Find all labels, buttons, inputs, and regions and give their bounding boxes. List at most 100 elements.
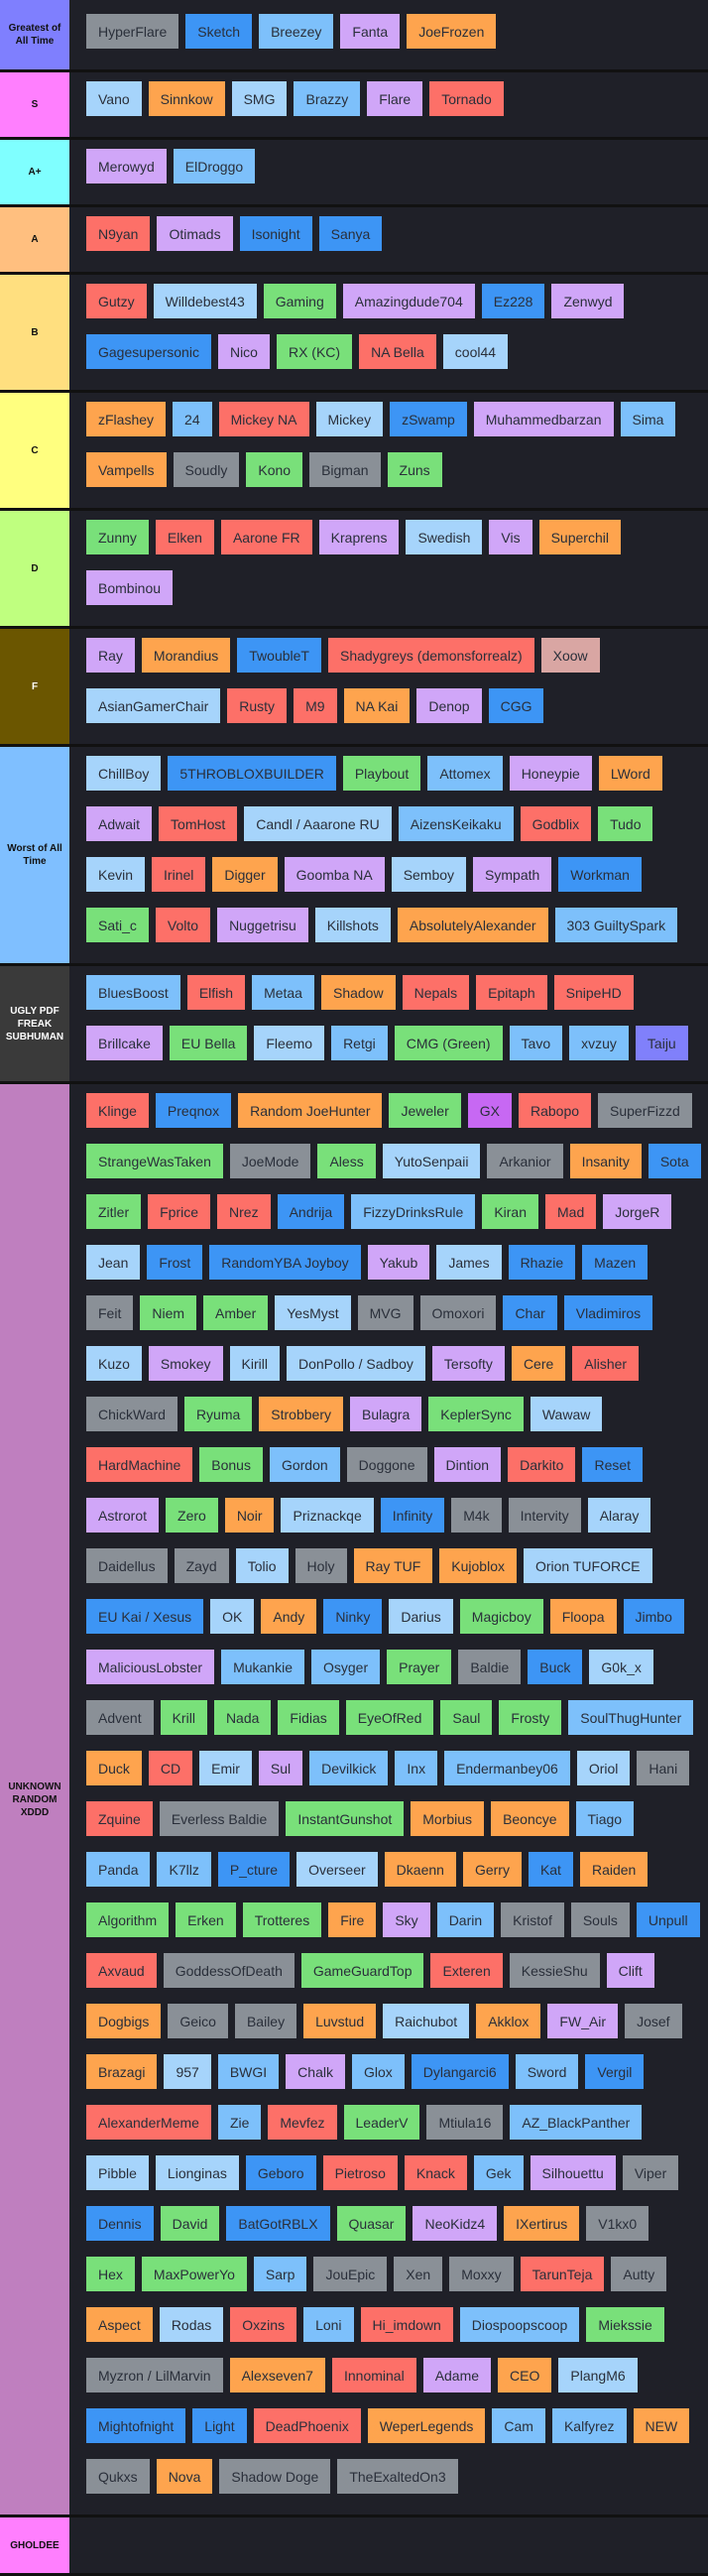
tier-item-card[interactable]: Knack bbox=[404, 2155, 467, 2190]
tier-item-card[interactable]: Sanya bbox=[318, 216, 383, 251]
tier-item-card[interactable]: Irinel bbox=[152, 857, 206, 892]
tier-item-card[interactable]: Viper bbox=[622, 2155, 679, 2190]
tier-item-card[interactable]: xvzuy bbox=[569, 1026, 629, 1060]
tier-item-card[interactable]: AizensKeikaku bbox=[398, 806, 514, 841]
tier-item-card[interactable]: Orion TUFORCE bbox=[523, 1548, 652, 1583]
tier-item-card[interactable]: Char bbox=[503, 1295, 557, 1330]
tier-item-card[interactable]: Rhazie bbox=[508, 1245, 576, 1280]
tier-item-card[interactable]: Random JoeHunter bbox=[238, 1093, 383, 1128]
tier-item-card[interactable]: Gerry bbox=[462, 1852, 522, 1887]
tier-item-card[interactable]: 303 GuiltySpark bbox=[554, 908, 678, 942]
tier-item-card[interactable]: Sinnkow bbox=[148, 81, 225, 116]
tier-item-card[interactable]: Sarp bbox=[253, 2257, 307, 2291]
tier-item-card[interactable]: Wawaw bbox=[530, 1397, 603, 1431]
tier-item-card[interactable]: CD bbox=[148, 1751, 193, 1785]
tier-item-card[interactable]: Emir bbox=[199, 1751, 252, 1785]
tier-item-card[interactable]: Sul bbox=[258, 1751, 303, 1785]
tier-item-card[interactable]: Dylangarci6 bbox=[411, 2054, 509, 2089]
tier-item-card[interactable]: Dintion bbox=[433, 1447, 502, 1482]
tier-item-card[interactable]: Xen bbox=[394, 2257, 443, 2291]
tier-item-card[interactable]: Sketch bbox=[185, 14, 253, 49]
tier-item-card[interactable]: Amber bbox=[203, 1295, 269, 1330]
tier-item-card[interactable]: Mazen bbox=[582, 1245, 649, 1280]
tier-item-card[interactable]: Magicboy bbox=[459, 1599, 543, 1634]
tier-item-card[interactable]: Panda bbox=[86, 1852, 151, 1887]
tier-items-dropzone[interactable]: zFlashey 24 Mickey NA Mickey zSwamp Muhammedb… bbox=[69, 393, 708, 508]
tier-item-card[interactable]: Erken bbox=[176, 1902, 236, 1937]
tier-item-card[interactable]: Ryuma bbox=[183, 1397, 253, 1431]
tier-item-card[interactable]: Soudly bbox=[173, 452, 240, 487]
tier-item-card[interactable]: Josef bbox=[625, 2004, 682, 2038]
tier-item-card[interactable]: Raiden bbox=[579, 1852, 649, 1887]
tier-item-card[interactable]: NA Bella bbox=[359, 334, 436, 369]
tier-item-card[interactable]: YesMyst bbox=[275, 1295, 351, 1330]
tier-item-card[interactable]: Baldie bbox=[458, 1650, 522, 1684]
tier-item-card[interactable]: MaxPowerYo bbox=[141, 2257, 247, 2291]
tier-item-card[interactable]: Oxzins bbox=[230, 2307, 297, 2342]
tier-item-card[interactable]: Qukxs bbox=[86, 2459, 150, 2494]
tier-item-card[interactable]: Vergil bbox=[585, 2054, 645, 2089]
tier-item-card[interactable]: N9yan bbox=[86, 216, 151, 251]
tier-label[interactable]: S bbox=[0, 72, 69, 137]
tier-item-card[interactable]: Godblix bbox=[520, 806, 592, 841]
tier-item-card[interactable]: V1kx0 bbox=[586, 2206, 649, 2241]
tier-item-card[interactable]: Killshots bbox=[314, 908, 391, 942]
tier-item-card[interactable]: JoeFrozen bbox=[407, 14, 497, 49]
tier-item-card[interactable]: Endermanbey06 bbox=[444, 1751, 570, 1785]
tier-item-card[interactable]: DonPollo / Sadboy bbox=[286, 1346, 425, 1381]
tier-item-card[interactable]: Omoxori bbox=[419, 1295, 497, 1330]
tier-item-card[interactable]: Jean bbox=[86, 1245, 141, 1280]
tier-item-card[interactable]: Jimbo bbox=[623, 1599, 684, 1634]
tier-item-card[interactable]: Akklox bbox=[476, 2004, 541, 2038]
tier-item-card[interactable]: Hi_imdown bbox=[360, 2307, 453, 2342]
tier-item-card[interactable]: Mtiula16 bbox=[426, 2105, 504, 2140]
tier-item-card[interactable]: GX bbox=[467, 1093, 512, 1128]
tier-item-card[interactable]: EyeOfRed bbox=[345, 1700, 434, 1735]
tier-item-card[interactable]: Unpull bbox=[636, 1902, 700, 1937]
tier-item-card[interactable]: InstantGunshot bbox=[286, 1801, 405, 1836]
tier-item-card[interactable]: M4k bbox=[451, 1498, 502, 1533]
tier-item-card[interactable]: Willdebest43 bbox=[153, 284, 257, 318]
tier-item-card[interactable]: Alexseven7 bbox=[229, 2358, 325, 2392]
tier-item-card[interactable]: Swedish bbox=[406, 520, 483, 554]
tier-item-card[interactable]: Cam bbox=[492, 2408, 545, 2443]
tier-item-card[interactable]: JoeMode bbox=[229, 1144, 311, 1178]
tier-item-card[interactable]: Fire bbox=[328, 1902, 377, 1937]
tier-item-card[interactable]: Retgi bbox=[331, 1026, 388, 1060]
tier-item-card[interactable]: Krill bbox=[160, 1700, 207, 1735]
tier-item-card[interactable]: Infinity bbox=[380, 1498, 445, 1533]
tier-item-card[interactable]: Devilkick bbox=[309, 1751, 389, 1785]
tier-items-dropzone[interactable]: BluesBoost Elfish Metaa Shadow Nepals Epitaph… bbox=[69, 966, 708, 1081]
tier-item-card[interactable]: Sota bbox=[648, 1144, 701, 1178]
tier-item-card[interactable]: Muhammedbarzan bbox=[473, 402, 614, 436]
tier-item-card[interactable]: Bailey bbox=[234, 2004, 297, 2038]
tier-item-card[interactable]: Frosty bbox=[499, 1700, 562, 1735]
tier-item-card[interactable]: Pibble bbox=[86, 2155, 149, 2190]
tier-item-card[interactable]: Kujoblox bbox=[439, 1548, 517, 1583]
tier-item-card[interactable]: Lionginas bbox=[155, 2155, 239, 2190]
tier-item-card[interactable]: Nrez bbox=[217, 1194, 271, 1229]
tier-item-card[interactable]: cool44 bbox=[442, 334, 509, 369]
tier-item-card[interactable]: Otimads bbox=[157, 216, 233, 251]
tier-item-card[interactable]: Jeweler bbox=[389, 1093, 461, 1128]
tier-item-card[interactable]: Andrija bbox=[277, 1194, 345, 1229]
tier-item-card[interactable]: Kat bbox=[528, 1852, 573, 1887]
tier-item-card[interactable]: Aspect bbox=[86, 2307, 153, 2342]
tier-item-card[interactable]: Niem bbox=[140, 1295, 197, 1330]
tier-item-card[interactable]: Adwait bbox=[86, 806, 153, 841]
tier-item-card[interactable]: Prayer bbox=[387, 1650, 452, 1684]
tier-item-card[interactable]: Klinge bbox=[86, 1093, 149, 1128]
tier-item-card[interactable]: HyperFlare bbox=[86, 14, 179, 49]
tier-label[interactable]: GHOLDEE bbox=[0, 2517, 69, 2573]
tier-item-card[interactable]: Nuggetrisu bbox=[217, 908, 308, 942]
tier-item-card[interactable]: Oriol bbox=[576, 1751, 631, 1785]
tier-item-card[interactable]: Quasar bbox=[336, 2206, 407, 2241]
tier-item-card[interactable]: BluesBoost bbox=[86, 975, 180, 1010]
tier-item-card[interactable]: Shadow Doge bbox=[219, 2459, 331, 2494]
tier-item-card[interactable]: GameGuardTop bbox=[300, 1953, 424, 1988]
tier-item-card[interactable]: Darius bbox=[389, 1599, 453, 1634]
tier-label[interactable]: B bbox=[0, 275, 69, 390]
tier-item-card[interactable]: Fleemo bbox=[254, 1026, 325, 1060]
tier-items-dropzone[interactable]: Klinge Preqnox Random JoeHunter Jeweler GX Ra… bbox=[69, 1084, 708, 2515]
tier-item-card[interactable]: Denop bbox=[416, 688, 482, 723]
